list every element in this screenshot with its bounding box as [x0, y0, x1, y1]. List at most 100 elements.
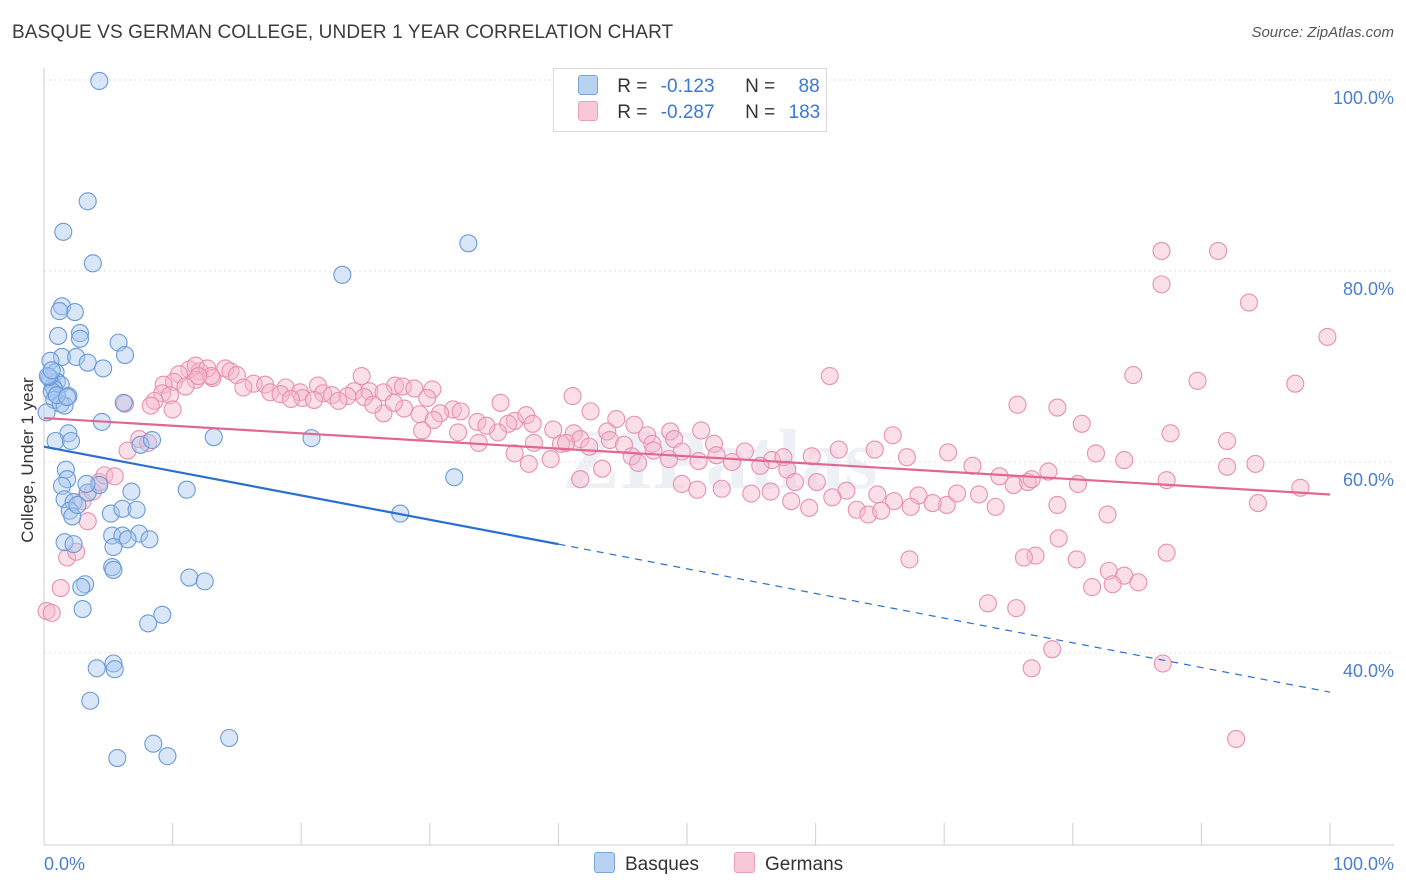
basques-point-8 — [50, 302, 69, 321]
germans-point-8 — [820, 366, 839, 386]
germans-point-29 — [189, 366, 208, 386]
germans-point-161 — [1048, 495, 1067, 515]
germans-point-97 — [524, 433, 544, 452]
germans-point-174 — [900, 550, 919, 569]
germans-point-21 — [164, 372, 183, 391]
germans-point-129 — [785, 473, 805, 492]
germans-point-109 — [865, 440, 884, 459]
germans-point-36 — [314, 384, 333, 403]
germans-point-145 — [519, 454, 538, 473]
basques-point-66 — [195, 572, 214, 591]
germans-point-143 — [571, 470, 590, 489]
basques-point-78 — [108, 748, 127, 768]
basques-point-74 — [87, 659, 106, 678]
germans-point-12 — [1161, 424, 1180, 443]
germans-point-86 — [563, 387, 582, 406]
basques-point-36 — [142, 430, 162, 450]
y-tick-label-3: 100.0% — [1333, 88, 1394, 108]
germans-point-53 — [305, 390, 324, 409]
germans-point-154 — [847, 500, 866, 519]
germans-point-182 — [42, 603, 61, 622]
germans-point-120 — [1218, 457, 1237, 476]
germans-point-160 — [986, 497, 1005, 516]
germans-point-5 — [1124, 366, 1143, 385]
basques-point-38 — [302, 429, 321, 448]
basques-point-85 — [42, 361, 61, 380]
germans-point-164 — [1026, 546, 1045, 565]
basques-point-0 — [90, 71, 109, 91]
germans-point-82 — [424, 410, 443, 430]
basques-point-86 — [77, 474, 96, 494]
legend-r-label: R = — [617, 102, 648, 123]
legend-n-value: 88 — [798, 76, 820, 97]
germans-point-112 — [939, 443, 958, 462]
germans-point-50 — [418, 388, 437, 408]
germans-point-67 — [364, 395, 383, 414]
germans-point-186 — [78, 512, 97, 531]
germans-point-58 — [141, 396, 160, 415]
y-tick-labels: 40.0% 60.0% 80.0% 100.0% — [1333, 88, 1394, 681]
germans-point-178 — [1043, 640, 1062, 659]
basques-point-48 — [445, 468, 464, 487]
germans-swatch — [578, 101, 598, 121]
germans-point-83 — [413, 421, 432, 440]
basques-point-52 — [113, 499, 132, 518]
germans-point-111 — [897, 448, 916, 467]
germans-point-23 — [216, 359, 235, 378]
germans-point-101 — [644, 441, 663, 460]
germans-point-149 — [742, 484, 761, 503]
basques-point-80 — [37, 403, 56, 422]
germans-point-140 — [1098, 505, 1117, 524]
germans-point-73 — [544, 420, 563, 439]
legend-row-germans: R = -0.287 N = 183 — [578, 101, 820, 127]
germans-point-13 — [1218, 431, 1237, 451]
basques-point-15 — [67, 347, 86, 367]
series-germans-points — [37, 241, 1337, 749]
germans-point-2 — [1152, 275, 1171, 294]
germans-point-110 — [883, 426, 902, 445]
germans-point-103 — [707, 446, 726, 465]
x-tick-labels: 0.0% 100.0% — [44, 854, 1394, 874]
legend-row-basques: R = -0.123 N = 88 — [578, 75, 820, 101]
germans-point-152 — [800, 498, 819, 517]
germans-point-40 — [271, 385, 290, 404]
basques-point-3 — [83, 254, 102, 273]
basques-point-71 — [139, 614, 158, 633]
germans-point-63 — [431, 404, 450, 423]
germans-point-80 — [477, 416, 496, 435]
basques-point-64 — [104, 560, 123, 579]
basques-point-58 — [55, 533, 74, 552]
legend-n-label: N = — [745, 102, 776, 123]
germans-point-88 — [625, 415, 644, 434]
germans-point-11 — [1072, 414, 1091, 433]
germans-legend-swatch — [734, 852, 755, 873]
germans-point-45 — [393, 377, 412, 396]
germans-point-108 — [829, 440, 848, 459]
basques-point-84 — [58, 388, 77, 407]
germans-point-138 — [1022, 470, 1041, 489]
germans-point-118 — [1115, 451, 1134, 470]
legend-n-value: 183 — [788, 102, 821, 123]
y-tick-label-1: 60.0% — [1343, 470, 1394, 490]
germans-point-17 — [186, 356, 205, 375]
germans-point-157 — [901, 497, 920, 516]
axes — [43, 68, 1394, 846]
germans-point-176 — [1007, 599, 1026, 618]
germans-point-137 — [1004, 475, 1023, 494]
germans-point-126 — [722, 452, 742, 472]
germans-point-150 — [761, 482, 780, 501]
germans-point-26 — [176, 377, 195, 396]
germans-point-175 — [978, 594, 997, 613]
germans-point-123 — [629, 453, 648, 473]
basques-point-37 — [204, 428, 223, 447]
germans-point-89 — [638, 426, 657, 445]
germans-point-107 — [802, 447, 821, 466]
basques-point-61 — [104, 537, 123, 557]
germans-point-162 — [1248, 494, 1268, 513]
germans-point-146 — [672, 474, 691, 494]
germans-point-81 — [449, 423, 468, 442]
germans-point-10 — [1048, 398, 1067, 417]
basques-legend-label: Basques — [625, 854, 699, 875]
germans-trend-line — [43, 416, 1331, 496]
x-tick-label-1: 100.0% — [1333, 854, 1394, 874]
